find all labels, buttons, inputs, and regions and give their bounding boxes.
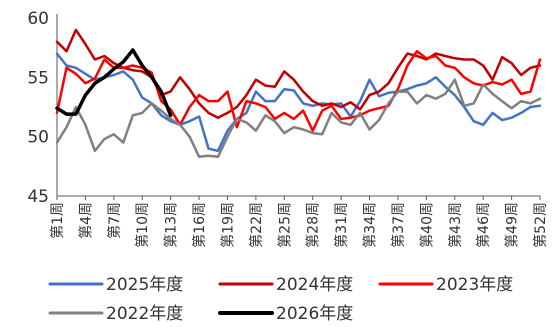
x-tick-label: 第43周 — [447, 202, 464, 248]
series-line-2023年度 — [55, 49, 542, 132]
x-tick-label: 第37周 — [390, 202, 407, 248]
x-tick-label: 第10周 — [134, 202, 151, 248]
legend-label: 2026年度 — [276, 304, 353, 324]
x-tick-label: 第25周 — [276, 202, 293, 248]
x-tick-label: 第49周 — [504, 202, 521, 248]
x-tick-label: 第13周 — [163, 202, 180, 248]
series-line-2025年度 — [55, 52, 542, 153]
y-tick-label: 45 — [27, 187, 49, 207]
legend-label: 2022年度 — [106, 304, 183, 324]
y-tick-label: 50 — [27, 128, 49, 148]
series-line-2022年度 — [55, 78, 542, 159]
x-tick-label: 第19周 — [219, 202, 236, 248]
legend-label: 2024年度 — [276, 275, 353, 295]
x-tick-label: 第52周 — [532, 202, 549, 248]
series-line-2024年度 — [55, 28, 542, 119]
legend-label: 2025年度 — [106, 275, 183, 295]
x-tick-label: 第7周 — [106, 202, 123, 239]
x-tick-label: 第4周 — [77, 202, 94, 239]
y-tick-label: 60 — [27, 9, 49, 29]
y-tick-label: 55 — [27, 68, 49, 88]
plot-area — [55, 28, 542, 159]
x-tick-label: 第16周 — [191, 202, 208, 248]
axes: 45 50 55 60 第1周 第4周 第7周 第10周 第13周 第16周 第19周 第22周 第25… — [27, 9, 549, 248]
x-tick-label: 第46周 — [475, 202, 492, 248]
x-tick-label: 第22周 — [248, 202, 265, 248]
x-tick-label: 第1周 — [49, 202, 66, 239]
x-tick-label: 第28周 — [305, 202, 322, 248]
series-line-2026年度 — [55, 48, 173, 118]
legend-label: 2023年度 — [436, 275, 513, 295]
x-tick-label: 第40周 — [418, 202, 435, 248]
x-tick-label: 第34周 — [362, 202, 379, 248]
legend: 2025年度 2024年度 2023年度 2022年度 2026年度 — [48, 275, 513, 324]
x-tick-label: 第31周 — [333, 202, 350, 248]
